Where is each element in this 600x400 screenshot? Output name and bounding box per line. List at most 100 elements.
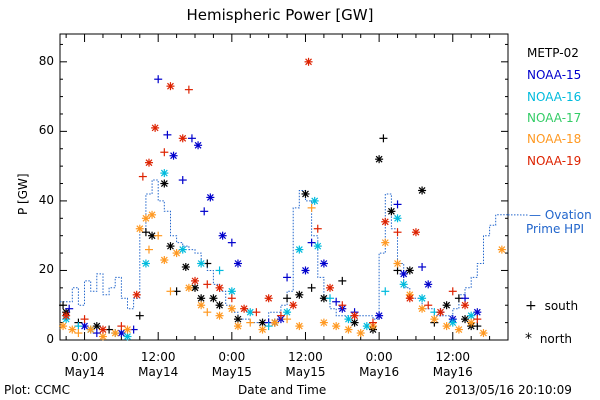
plus-marker (246, 318, 255, 327)
asterisk-marker (98, 325, 107, 334)
asterisk-marker (184, 283, 193, 292)
plus-marker (424, 301, 433, 310)
x-axis-label: Date and Time (238, 383, 327, 397)
asterisk-marker (332, 322, 341, 331)
y-tick-label: 40 (38, 192, 54, 207)
asterisk-marker (233, 322, 242, 331)
x-tick-time-label: 0:00 (365, 350, 393, 364)
y-tick-label: 20 (38, 262, 54, 277)
plus-marker (393, 266, 402, 275)
y-tick-label: 0 (46, 332, 54, 346)
ovation-hpi-step-line (60, 179, 508, 324)
plus-marker (283, 273, 292, 282)
legend-noaa-19: NOAA-19 (527, 154, 582, 168)
asterisk-marker (448, 318, 457, 327)
x-tick-time-label: 0:00 (71, 350, 99, 364)
asterisk-marker (215, 301, 224, 310)
x-tick-time-label: 12:00 (288, 350, 323, 364)
x-tick-time-label: 12:00 (140, 350, 176, 364)
asterisk-marker (497, 245, 506, 254)
asterisk-marker (169, 151, 178, 160)
asterisk-marker (151, 123, 160, 132)
ovation-hpi-line (60, 179, 529, 324)
plus-marker (379, 134, 388, 143)
asterisk-marker (301, 266, 310, 275)
asterisk-marker (197, 294, 206, 303)
asterisk-marker (132, 290, 141, 299)
asterisk-marker (258, 325, 267, 334)
legend-noaa-18: NOAA-18 (527, 132, 582, 146)
asterisk-marker (289, 301, 298, 310)
x-tick-date-label: May14 (64, 365, 105, 379)
asterisk-marker (166, 82, 175, 91)
asterisk-marker (160, 256, 169, 265)
plus-marker (227, 294, 236, 303)
asterisk-marker (264, 294, 273, 303)
plus-marker (74, 322, 83, 331)
plus-marker (283, 315, 292, 324)
asterisk-marker (233, 315, 242, 324)
plot-credit: Plot: CCMC (4, 383, 70, 397)
timestamp: 2013/05/16 20:10:09 (445, 383, 572, 397)
plus-marker (418, 262, 427, 271)
legend-noaa-15: NOAA-15 (527, 68, 582, 82)
plus-marker (252, 308, 261, 317)
plus-marker (178, 176, 187, 185)
asterisk-marker (418, 294, 427, 303)
x-tick-date-label: May16 (359, 365, 400, 379)
asterisk-marker (197, 259, 206, 268)
plus-marker (461, 294, 470, 303)
asterisk-marker (98, 332, 107, 341)
asterisk-marker (283, 308, 292, 317)
asterisk-marker (424, 280, 433, 289)
asterisk-marker (181, 262, 190, 271)
asterisk-marker (141, 259, 150, 268)
x-tick-date-label: May15 (285, 365, 326, 379)
x-tick-time-label: 0:00 (218, 350, 246, 364)
x-tick-date-label: May14 (138, 365, 179, 379)
plus-marker (65, 304, 74, 313)
asterisk-marker (178, 245, 187, 254)
asterisk-marker (123, 325, 132, 334)
asterisk-marker (418, 186, 427, 195)
asterisk-marker (467, 318, 476, 327)
asterisk-marker (467, 311, 476, 320)
asterisk-marker (295, 322, 304, 331)
asterisk-marker (117, 329, 126, 338)
legend-noaa-17: NOAA-17 (527, 111, 582, 125)
legend-south-label: south (544, 299, 579, 313)
asterisk-marker (350, 311, 359, 320)
plus-marker (393, 228, 402, 237)
plus-marker (393, 200, 402, 209)
asterisk-marker (194, 141, 203, 150)
legend-ovation-line-2: Prime HPI (526, 222, 584, 236)
plus-marker (117, 322, 126, 331)
asterisk-marker (111, 329, 120, 338)
legend-north-label: north (539, 332, 573, 346)
asterisk-marker (166, 242, 175, 251)
asterisk-marker (172, 249, 181, 258)
asterisk-marker (62, 311, 71, 320)
asterisk-marker (240, 304, 249, 313)
axis-ticks (60, 34, 509, 341)
asterisk-marker (436, 308, 445, 317)
asterisk-marker (206, 193, 215, 202)
plus-marker (338, 301, 347, 310)
asterisk-marker (461, 315, 470, 324)
asterisk-marker (375, 155, 384, 164)
asterisk-marker (270, 318, 279, 327)
asterisk-marker (319, 259, 328, 268)
asterisk-marker (399, 280, 408, 289)
asterisk-marker (191, 283, 200, 292)
asterisk-marker (233, 259, 242, 268)
plus-marker (163, 130, 172, 139)
asterisk-marker (313, 242, 322, 251)
plus-marker (59, 301, 68, 310)
x-tick-time-label: 12:00 (435, 350, 471, 364)
asterisk-marker (381, 217, 390, 226)
asterisk-marker (160, 179, 169, 188)
plus-marker (332, 297, 341, 306)
asterisk-marker (68, 325, 77, 334)
y-tick-label: 80 (38, 53, 54, 68)
asterisk-marker (92, 322, 101, 331)
